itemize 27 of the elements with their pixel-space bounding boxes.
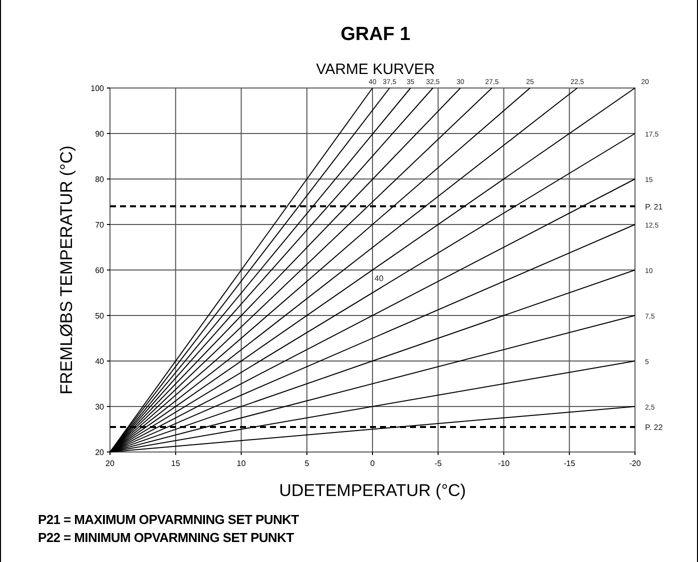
x-tick-label: 10: [236, 459, 246, 468]
y-tick-label: 80: [95, 175, 105, 184]
x-tick-label: 0: [370, 459, 376, 468]
y-tick-label: 60: [95, 266, 105, 275]
y-tick-label: 70: [95, 220, 105, 230]
y-tick-label: 30: [95, 402, 105, 412]
x-tick-label: -20: [629, 459, 642, 468]
x-axis-title: UDETEMPERATUR (°C): [279, 481, 466, 500]
x-tick-label: -10: [498, 459, 510, 468]
y-tick-label: 20: [95, 448, 105, 457]
chart-title: GRAF 1: [340, 24, 411, 45]
x-tick-label: -15: [564, 459, 576, 468]
x-tick-label: -5: [434, 459, 442, 468]
x-tick-label: 20: [106, 459, 115, 468]
text: P21 = MAXIMUM OPVARMNING SET PUNKT: [38, 512, 300, 527]
chart-subtitle: VARME KURVER: [316, 61, 435, 78]
x-tick-label: 15: [171, 459, 181, 468]
y-tick-label: 40: [95, 357, 105, 366]
y-tick-label: 100: [90, 84, 105, 93]
y-axis-title: FREMLØBS TEMPERATUR (°C): [57, 146, 76, 394]
ref-line-label: P. 22: [645, 422, 664, 432]
y-tick-label: 50: [95, 312, 105, 320]
y-tick-label: 90: [95, 130, 105, 138]
text: P22 = MINIMUM OPVARMNING SET PUNKT: [38, 530, 294, 545]
x-tick-label: 5: [304, 459, 310, 468]
ref-line-label: P. 21: [645, 202, 664, 212]
annotation: 40: [374, 274, 384, 283]
